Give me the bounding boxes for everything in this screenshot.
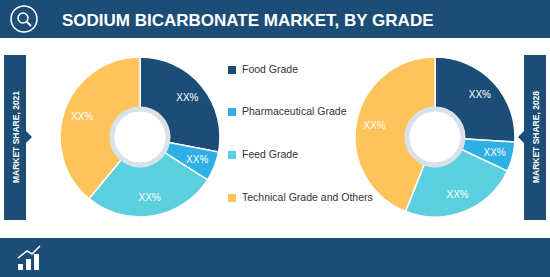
pie-title: MARKET SHARE, 2021	[11, 91, 21, 183]
legend-label: Food Grade	[242, 63, 298, 75]
data-label: XX%	[71, 111, 93, 122]
side-tab: MARKET SHARE, 2028	[518, 55, 546, 220]
legend-swatch	[228, 66, 236, 74]
pie-title: MARKET SHARE, 2028	[531, 91, 541, 183]
header-icon	[11, 6, 37, 32]
legend-item: Technical Grade and Others	[228, 191, 373, 203]
slices	[60, 57, 220, 217]
side-tab: MARKET SHARE, 2021	[4, 55, 32, 220]
data-label: XX%	[139, 192, 161, 203]
legend-swatch	[228, 151, 236, 159]
data-label: XX%	[186, 154, 208, 165]
data-labels: XX% XX% XX% XX%	[71, 92, 208, 203]
donut-ring	[112, 109, 168, 165]
header-bar	[0, 0, 550, 38]
donut-hole	[413, 115, 457, 159]
title: SODIUM BICARBONATE MARKET, BY GRADE	[62, 11, 434, 30]
pie: XX% XX% XX% XX%	[355, 57, 515, 217]
chart: SODIUM BICARBONATE MARKET, BY GRADE MARKE…	[0, 0, 550, 277]
data-label: XX%	[363, 120, 385, 131]
data-label: XX%	[483, 147, 505, 158]
legend-swatch	[228, 108, 236, 116]
legend-item: Pharmaceutical Grade	[228, 105, 347, 117]
slices	[355, 57, 515, 217]
data-labels: XX% XX% XX% XX%	[363, 89, 505, 199]
donut-hole	[118, 115, 162, 159]
legend: Food Grade Pharmaceutical Grade Feed Grade…	[228, 63, 373, 203]
data-label: XX%	[447, 189, 469, 200]
legend-swatch	[228, 194, 236, 202]
legend-label: Feed Grade	[242, 148, 298, 160]
donut-ring	[407, 109, 463, 165]
legend-label: Technical Grade and Others	[242, 191, 373, 203]
footer-bar	[0, 238, 550, 277]
data-label: XX%	[469, 89, 491, 100]
legend-item: Food Grade	[228, 63, 298, 75]
data-label: XX%	[176, 92, 198, 103]
legend-label: Pharmaceutical Grade	[242, 105, 347, 117]
footer-icon	[18, 246, 40, 270]
legend-item: Feed Grade	[228, 148, 298, 160]
pie: XX% XX% XX% XX%	[60, 57, 220, 217]
